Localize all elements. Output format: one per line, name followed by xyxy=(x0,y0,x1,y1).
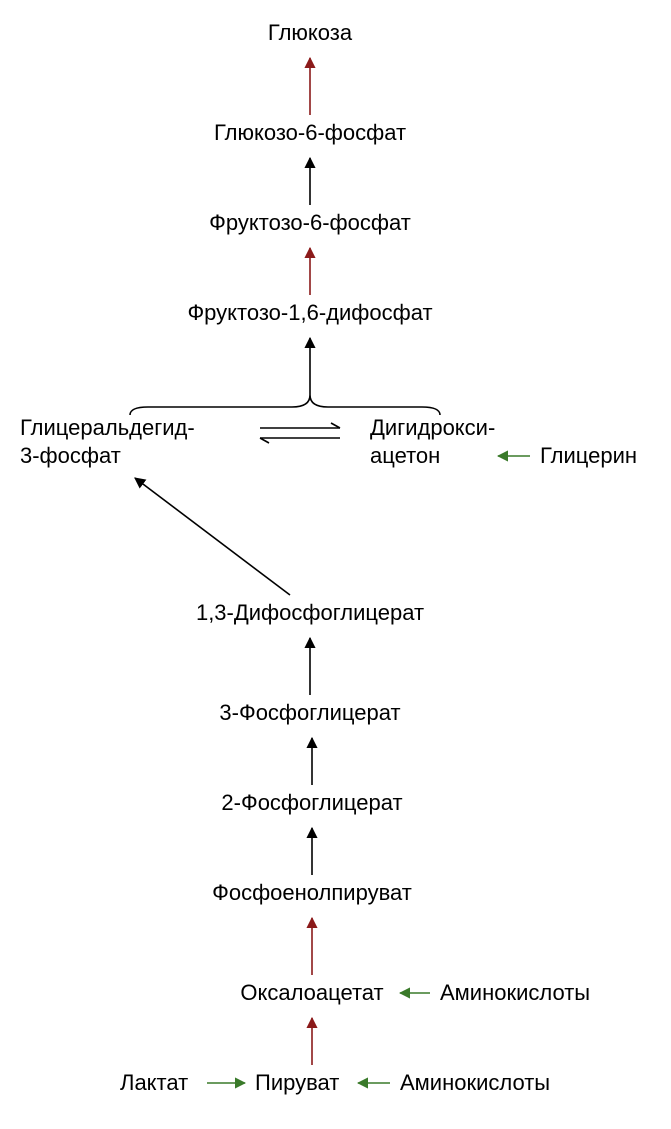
node-f16bp: Фруктозо-1,6-дифосфат xyxy=(187,300,432,325)
bpg-to-gap-arrow xyxy=(135,478,290,595)
node-glycerol: Глицерин xyxy=(540,443,637,468)
node-bpg: 1,3-Дифосфоглицерат xyxy=(196,600,424,625)
node-dhap_l1: Дигидрокси- xyxy=(370,415,495,440)
node-lactate: Лактат xyxy=(120,1070,188,1095)
node-pg2: 2-Фосфоглицерат xyxy=(221,790,402,815)
node-pep: Фосфоенолпируват xyxy=(212,880,412,905)
node-oaa: Оксалоацетат xyxy=(240,980,383,1005)
node-pg3: 3-Фосфоглицерат xyxy=(219,700,400,725)
node-g6p: Глюкозо-6-фосфат xyxy=(214,120,406,145)
node-dhap_l2: ацетон xyxy=(370,443,440,468)
node-gap_l2: 3-фосфат xyxy=(20,443,121,468)
node-gap_l1: Глицеральдегид- xyxy=(20,415,195,440)
node-f6p: Фруктозо-6-фосфат xyxy=(209,210,411,235)
node-aa2: Аминокислоты xyxy=(400,1070,550,1095)
node-aa1: Аминокислоты xyxy=(440,980,590,1005)
gluconeogenesis-diagram: Глюкоза Глюкозо-6-фосфат Фруктозо-6-фосфат… xyxy=(0,0,671,1129)
node-glucose: Глюкоза xyxy=(268,20,353,45)
node-pyruvate: Пируват xyxy=(255,1070,339,1095)
aldol-merge-brace xyxy=(130,395,440,415)
